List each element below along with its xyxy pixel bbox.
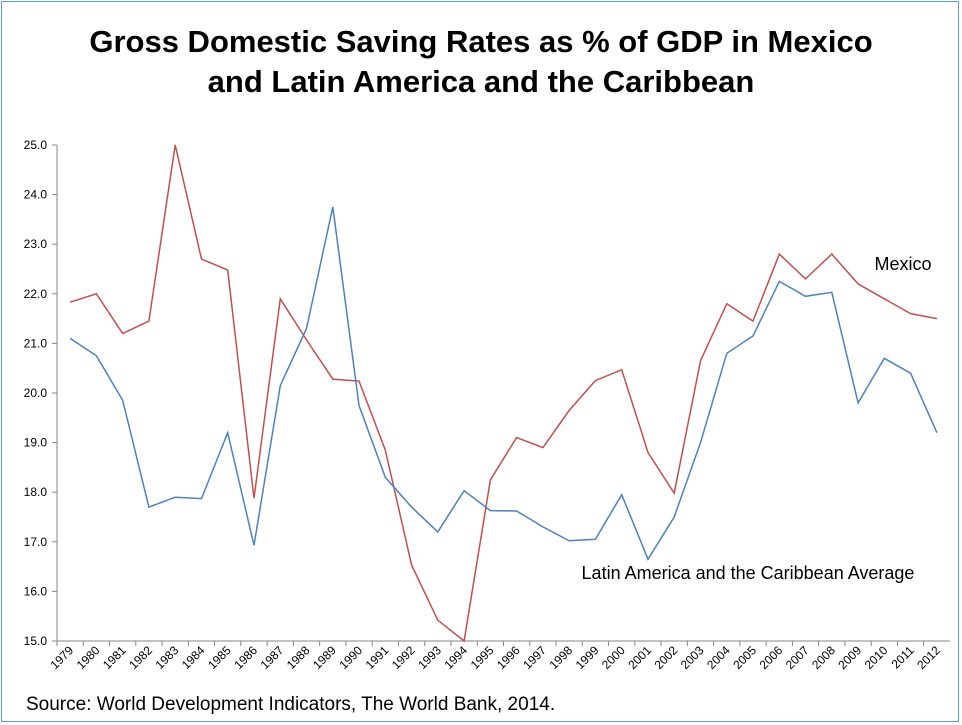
x-tick-label: 1995 [468,643,497,672]
x-tick-label: 1992 [389,643,418,672]
x-tick-label: 1979 [47,643,76,672]
x-tick-label: 1981 [100,643,129,672]
x-tick-label: 2004 [704,643,733,672]
x-tick-label: 2005 [730,643,759,672]
x-tick-label: 1996 [494,643,523,672]
x-tick-label: 2008 [809,643,838,672]
y-tick-label: 16.0 [24,584,48,598]
x-tick-label: 1999 [573,643,602,672]
x-tick-label: 1994 [441,643,470,672]
x-tick-label: 1985 [205,643,234,672]
x-tick-label: 1983 [153,643,182,672]
series-line [69,206,938,561]
x-tick-label: 2007 [783,643,812,672]
x-tick-label: 2010 [862,643,891,672]
x-tick-label: 2012 [914,643,943,672]
x-tick-label: 1990 [336,643,365,672]
y-tick-label: 18.0 [24,485,48,499]
chart-title: Gross Domestic Saving Rates as % of GDP … [89,24,873,99]
y-tick-label: 20.0 [24,386,48,400]
x-tick-label: 1989 [310,643,339,672]
x-tick-label: 1998 [547,643,576,672]
x-tick-label: 1988 [284,643,313,672]
series-label: Latin America and the Caribbean Average [582,563,915,583]
x-tick-label: 2001 [625,643,654,672]
y-tick-label: 25.0 [24,138,48,152]
x-tick-label: 1980 [74,643,103,672]
x-tick-label: 2011 [889,643,917,671]
x-tick-label: 1984 [179,643,208,672]
x-tick-label: 1997 [520,643,549,672]
y-tick-label: 21.0 [24,336,48,350]
x-tick-label: 2009 [835,643,864,672]
y-tick-label: 19.0 [24,436,48,450]
x-tick-label: 2006 [757,643,786,672]
x-tick-label: 1993 [415,643,444,672]
source-note: Source: World Development Indicators, Th… [26,694,556,715]
x-tick-label: 1982 [126,643,155,672]
y-tick-label: 24.0 [24,188,48,202]
series-line [69,144,938,643]
y-tick-label: 23.0 [24,237,48,251]
series-label: Mexico [874,254,931,274]
y-tick-label: 22.0 [24,287,48,301]
x-tick-label: 1986 [231,643,260,672]
x-tick-label: 1987 [258,643,287,672]
x-tick-label: 2002 [652,643,681,672]
x-tick-label: 2003 [678,643,707,672]
x-tick-label: 1991 [363,643,392,672]
x-tick-label: 2000 [599,643,628,672]
y-tick-label: 17.0 [24,535,48,549]
y-tick-label: 15.0 [24,634,48,648]
